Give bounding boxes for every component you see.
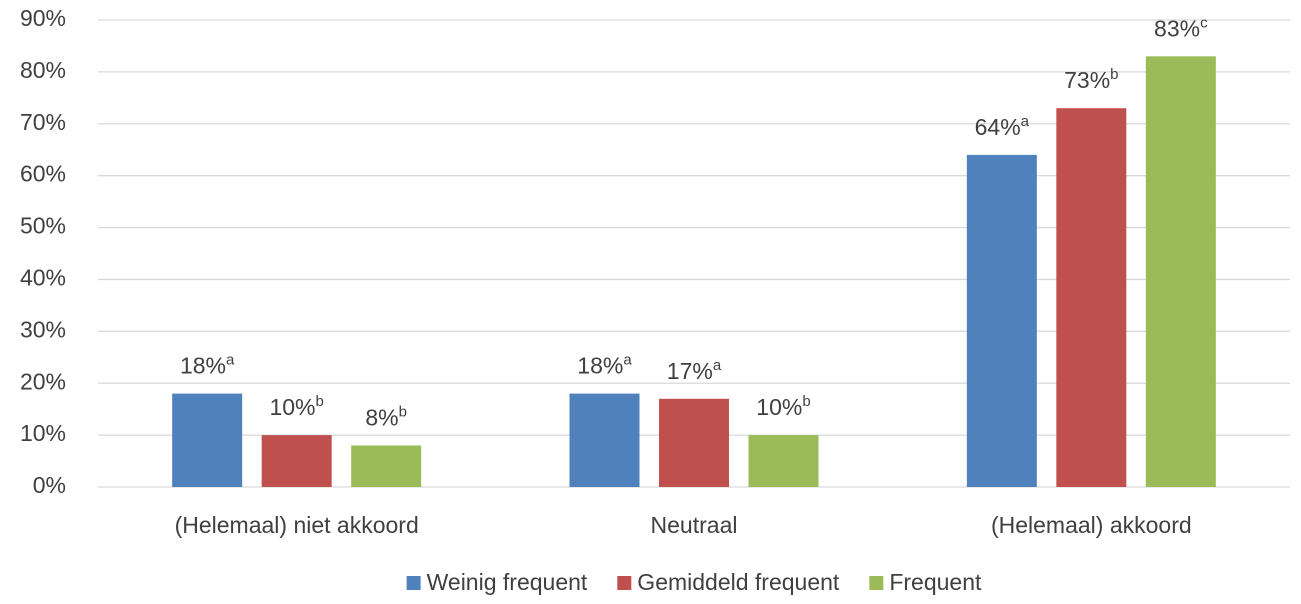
x-tick-label: (Helemaal) niet akkoord <box>175 512 419 538</box>
legend: Weinig frequent Gemiddeld frequent Frequen… <box>406 569 982 595</box>
y-tick-label: 80% <box>20 57 66 83</box>
data-label-value: 64% <box>975 114 1021 140</box>
data-label-value: 17% <box>667 358 713 384</box>
data-label: 18%a <box>577 352 632 379</box>
data-label-letter: a <box>623 352 632 369</box>
x-tick-label: (Helemaal) akkoord <box>991 512 1192 538</box>
data-label-value: 8% <box>365 405 398 431</box>
bar <box>172 393 243 487</box>
x-tick-label: Neutraal <box>651 512 738 538</box>
bar <box>1145 56 1216 487</box>
data-label: 10%b <box>756 393 810 420</box>
bar <box>748 435 819 487</box>
data-label-letter: a <box>226 352 235 369</box>
y-tick-label: 90% <box>20 5 66 31</box>
y-tick-label: 0% <box>33 472 66 498</box>
data-label-value: 10% <box>756 394 802 420</box>
bar <box>351 445 422 487</box>
y-tick-label: 70% <box>20 109 66 135</box>
data-label: 17%a <box>667 357 722 384</box>
data-label-letter: b <box>399 403 407 420</box>
data-label-letter: a <box>1021 113 1030 130</box>
data-label: 8%b <box>365 403 407 430</box>
data-label-value: 18% <box>180 353 226 379</box>
bar <box>261 435 332 487</box>
legend-label: Weinig frequent <box>427 569 588 595</box>
y-tick-label: 10% <box>20 420 66 446</box>
legend-swatch <box>617 576 632 590</box>
y-tick-label: 50% <box>20 213 66 239</box>
y-tick-label: 40% <box>20 265 66 291</box>
data-label-letter: b <box>316 393 324 410</box>
legend-label: Frequent <box>889 569 982 595</box>
y-tick-label: 30% <box>20 316 66 342</box>
data-label: 10%b <box>269 393 323 420</box>
data-label: 73%b <box>1064 66 1118 93</box>
legend-swatch <box>869 576 884 590</box>
data-label: 18%a <box>180 352 235 379</box>
data-label-value: 73% <box>1064 67 1110 93</box>
legend-label: Gemiddeld frequent <box>637 569 840 595</box>
data-label-value: 83% <box>1154 15 1200 41</box>
data-label-letter: b <box>1110 66 1118 83</box>
legend-swatch <box>406 576 421 590</box>
bar <box>569 393 640 487</box>
bar <box>659 398 729 487</box>
data-label: 83%c <box>1154 14 1208 41</box>
y-tick-label: 60% <box>20 161 66 187</box>
y-tick-label: 20% <box>20 368 66 394</box>
bar <box>1056 108 1127 487</box>
data-label-letter: c <box>1200 14 1208 31</box>
data-label-letter: b <box>802 393 810 410</box>
data-label-value: 18% <box>577 353 623 379</box>
data-label: 64%a <box>975 113 1030 140</box>
bar <box>966 154 1037 487</box>
data-label-value: 10% <box>269 394 315 420</box>
data-label-letter: a <box>713 357 722 374</box>
